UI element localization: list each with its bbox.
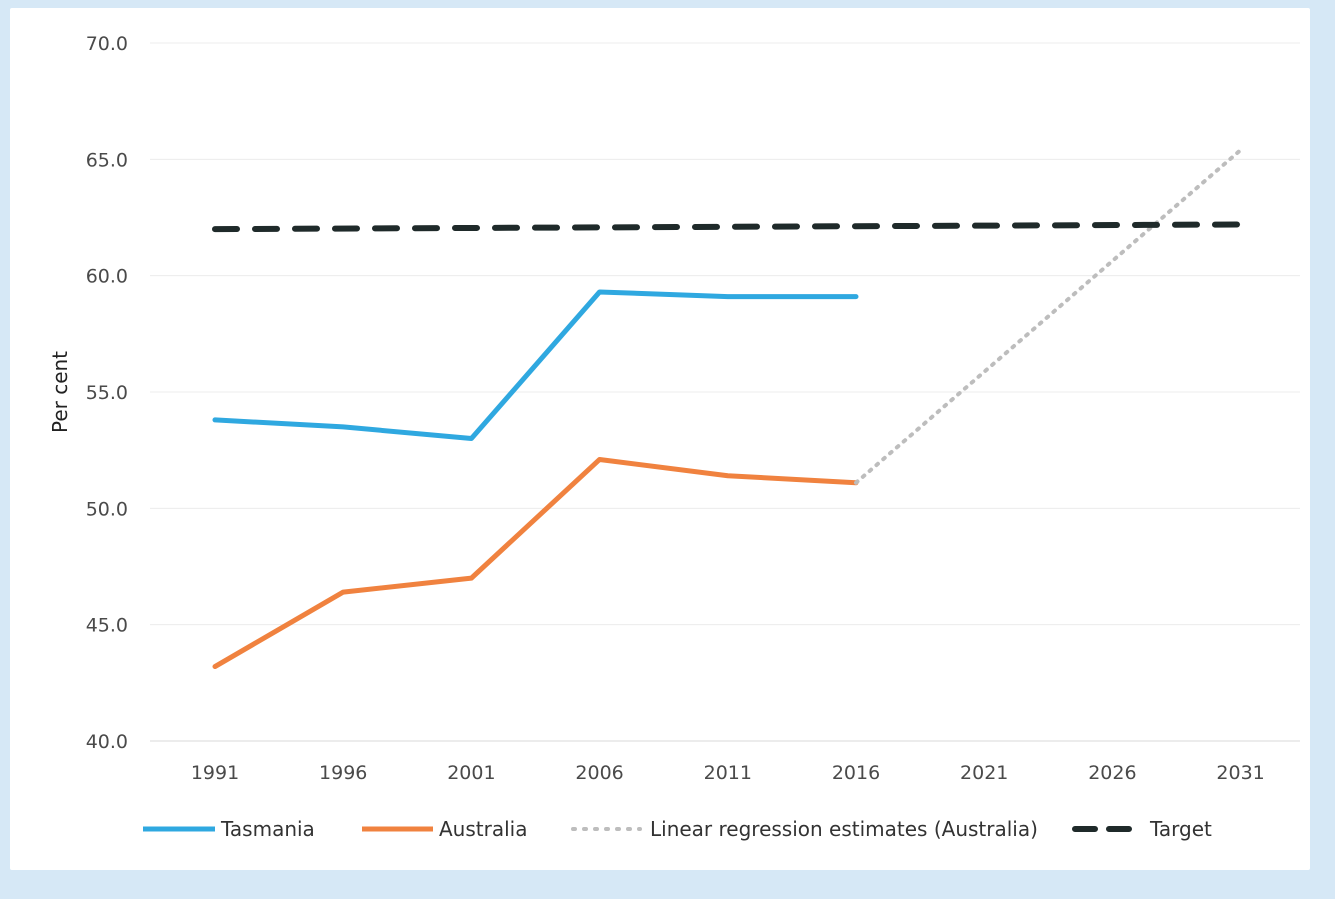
- y-tick-label: 60.0: [86, 266, 128, 288]
- x-tick-label: 2011: [704, 762, 752, 784]
- series-line-tasmania: [212, 289, 859, 442]
- chart-panel: [10, 8, 1310, 870]
- x-tick-label: 2001: [447, 762, 495, 784]
- y-tick-label: 65.0: [86, 149, 128, 171]
- y-axis-label: Per cent: [48, 351, 72, 433]
- series-line-target: [212, 221, 1244, 233]
- legend-label: Linear regression estimates (Australia): [650, 817, 1038, 841]
- x-tick-label: 2006: [575, 762, 623, 784]
- x-axis-ticks: 1991 1996 2001 2006 2011 2016 2021 2026 2031: [191, 762, 1265, 784]
- x-tick-label: 2031: [1216, 762, 1264, 784]
- legend-label: Target: [1149, 817, 1212, 841]
- legend-label: Tasmania: [220, 817, 315, 841]
- x-tick-label: 2021: [960, 762, 1008, 784]
- legend: Tasmania Australia Linear regression estim…: [143, 817, 1212, 841]
- y-tick-label: 40.0: [86, 731, 128, 753]
- x-tick-label: 1991: [191, 762, 239, 784]
- x-tick-label: 1996: [319, 762, 367, 784]
- x-tick-label: 2026: [1088, 762, 1136, 784]
- y-axis-ticks: 70.0 65.0 60.0 55.0 50.0 45.0 40.0: [86, 33, 128, 753]
- legend-label: Australia: [439, 817, 527, 841]
- gridlines: [150, 42, 1300, 742]
- x-tick-label: 2016: [832, 762, 880, 784]
- y-tick-label: 45.0: [86, 615, 128, 637]
- series-lines: [212, 148, 1244, 670]
- series-line-linear-regression-estimates-australia: [854, 148, 1243, 485]
- y-tick-label: 50.0: [86, 498, 128, 520]
- y-tick-label: 70.0: [86, 33, 128, 55]
- series-line-australia: [212, 456, 859, 670]
- y-tick-label: 55.0: [86, 382, 128, 404]
